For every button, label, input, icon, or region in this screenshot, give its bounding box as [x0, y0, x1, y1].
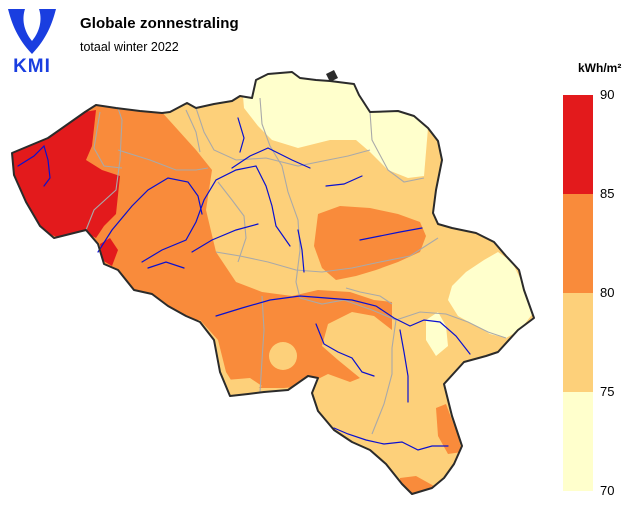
legend-tick-label: 75: [600, 384, 615, 399]
map-subtitle: totaal winter 2022: [80, 40, 179, 54]
class-75-80-spot: [269, 342, 297, 370]
legend-tick-label: 85: [600, 186, 615, 201]
belgium-radiation-map: [11, 70, 535, 495]
country-border: [11, 71, 535, 495]
class-80-85-south-tip: [400, 476, 434, 494]
class-80-85-central: [314, 206, 426, 280]
radiation-classes: [12, 72, 534, 494]
legend-tick-label: 90: [600, 87, 615, 102]
class-70-75-north: [240, 72, 428, 178]
map-title: Globale zonnestraling: [80, 15, 239, 32]
legend-swatch-80-85: [563, 194, 593, 293]
logo-text: KMI: [13, 56, 51, 74]
kmi-logo: KMI: [8, 9, 56, 74]
baarle-enclave: [326, 70, 338, 82]
legend-tick-label: 80: [600, 285, 615, 300]
legend-swatch-70-75: [563, 392, 593, 491]
class-85-90-border-spot: [100, 238, 118, 266]
logo-emblem: [8, 9, 56, 54]
class-70-75-spot: [426, 312, 448, 356]
province-boundaries: [85, 97, 507, 435]
rivers: [17, 117, 471, 451]
class-75-80-westlobe: [226, 378, 262, 396]
legend-swatch-75-80: [563, 293, 593, 392]
class-80-85-southeast-border: [436, 404, 462, 454]
legend-swatch-85-90: [563, 95, 593, 194]
legend-tick-label: 70: [600, 483, 615, 498]
class-70-75-east: [448, 252, 534, 338]
legend-unit: kWh/m²: [578, 61, 622, 75]
